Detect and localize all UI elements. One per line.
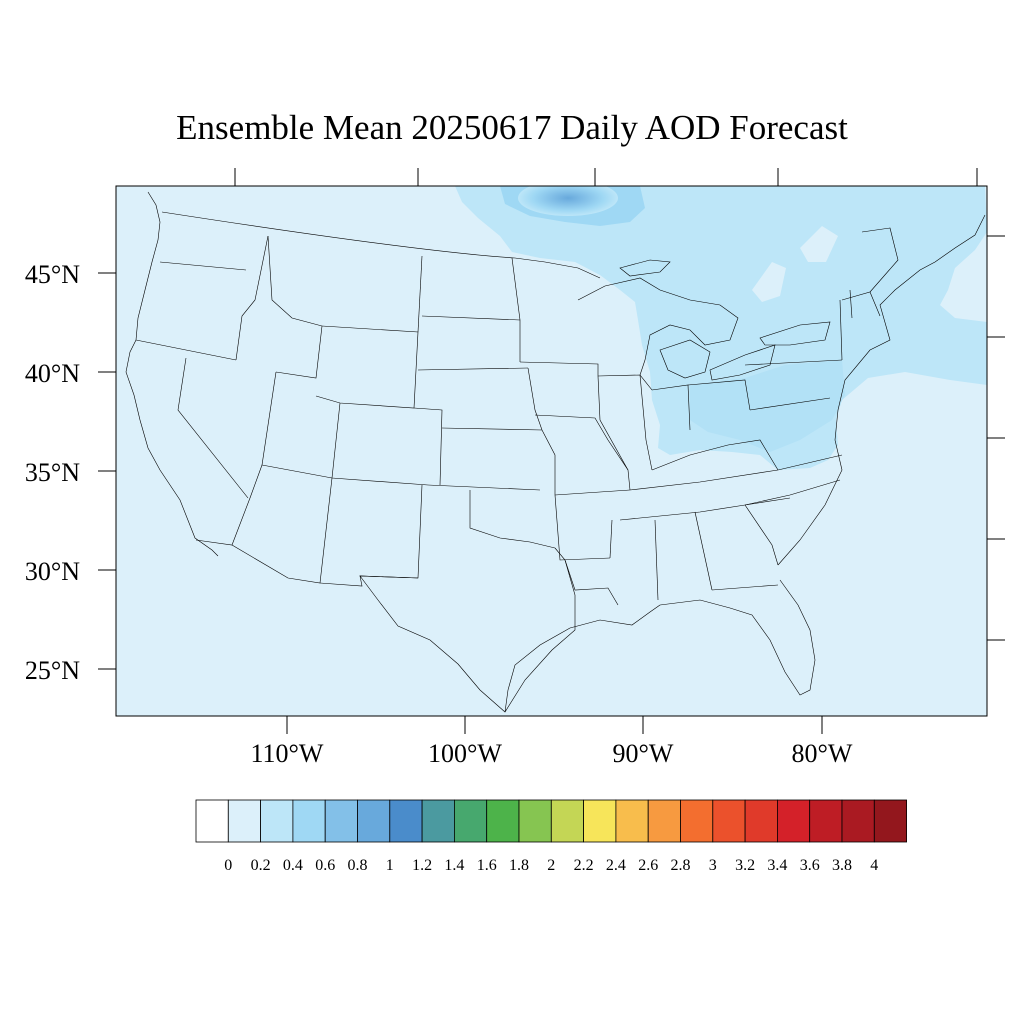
colorbar-tick-label: 1.6 (477, 857, 497, 874)
colorbar-box (421, 799, 455, 843)
colorbar-box (680, 799, 714, 843)
colorbar-box (647, 799, 681, 843)
colorbar-box (615, 799, 649, 843)
colorbar-tick-label: 3.4 (767, 857, 787, 874)
colorbar-tick-label: 2 (547, 857, 555, 874)
colorbar-tick-label: 3.8 (832, 857, 852, 874)
colorbar-tick-label: 0 (224, 857, 232, 874)
aod-pocket (800, 226, 838, 262)
lat-label-35: 35°N (25, 458, 80, 487)
colorbar-box (453, 799, 488, 843)
colorbar-tick-label: 1.2 (412, 857, 432, 874)
colorbar-tick-label: 4 (870, 857, 878, 874)
lon-label-90w: 90°W (613, 739, 674, 768)
colorbar-box (227, 799, 262, 843)
colorbar-box (777, 799, 811, 843)
aod-region-north (455, 186, 987, 470)
colorbar-box (518, 799, 552, 843)
colorbar-box (195, 799, 229, 843)
colorbar-tick-label: 3.2 (735, 857, 755, 874)
map-title: Ensemble Mean 20250617 Daily AOD Forecas… (176, 108, 848, 147)
colorbar-box (389, 799, 423, 843)
colorbar-tick-label: 0.6 (315, 857, 335, 874)
colorbar-box (841, 799, 875, 843)
lon-label-100w: 100°W (428, 739, 502, 768)
colorbar-box (873, 799, 907, 843)
lon-label-110w: 110°W (251, 739, 324, 768)
colorbar-box (260, 799, 294, 843)
colorbar-tick-label: 1.8 (509, 857, 529, 874)
lat-label-45: 45°N (25, 260, 80, 289)
colorbar-box (550, 799, 584, 843)
colorbar-box (809, 799, 843, 843)
colorbar-tick-label: 2.8 (671, 857, 691, 874)
lon-label-80w: 80°W (792, 739, 853, 768)
lat-label-25: 25°N (25, 656, 80, 685)
right-ticks (987, 235, 1005, 641)
colorbar-boxes (195, 799, 907, 843)
colorbar-box (744, 799, 778, 843)
colorbar-tick-label: 1 (386, 857, 394, 874)
lat-label-40: 40°N (25, 359, 80, 388)
colorbar-tick-label: 0.4 (283, 857, 303, 874)
colorbar-tick-label: 1.4 (444, 857, 464, 874)
state-boundaries (125, 191, 986, 713)
colorbar-tick-label: 2.6 (638, 857, 658, 874)
map-frame (115, 185, 988, 717)
colorbar-box (583, 799, 617, 843)
colorbar-box (324, 799, 358, 843)
colorbar-tick-label: 3.6 (800, 857, 820, 874)
colorbar-box (486, 799, 520, 843)
colorbar-tick-label: 3 (709, 857, 717, 874)
colorbar-tick-label: 0.2 (251, 857, 271, 874)
top-ticks (234, 168, 978, 186)
colorbar-box (292, 799, 326, 843)
aod-pocket (752, 262, 786, 302)
aod-region-ohio (690, 360, 845, 452)
axis-ticks (98, 272, 823, 734)
aod-max-core (518, 186, 618, 216)
colorbar-box (712, 799, 746, 843)
colorbar-tick-label: 2.4 (606, 857, 626, 874)
colorbar-tick-label: 2.2 (574, 857, 594, 874)
colorbar-labels: 0 0.2 0.4 0.6 0.8 1 1.2 1.4 1.6 1.8 2 2.2 2.4 2.6 2.8 3… (224, 857, 878, 874)
lat-label-30: 30°N (25, 557, 80, 586)
colorbar-box (357, 799, 391, 843)
colorbar-tick-label: 0.8 (348, 857, 368, 874)
